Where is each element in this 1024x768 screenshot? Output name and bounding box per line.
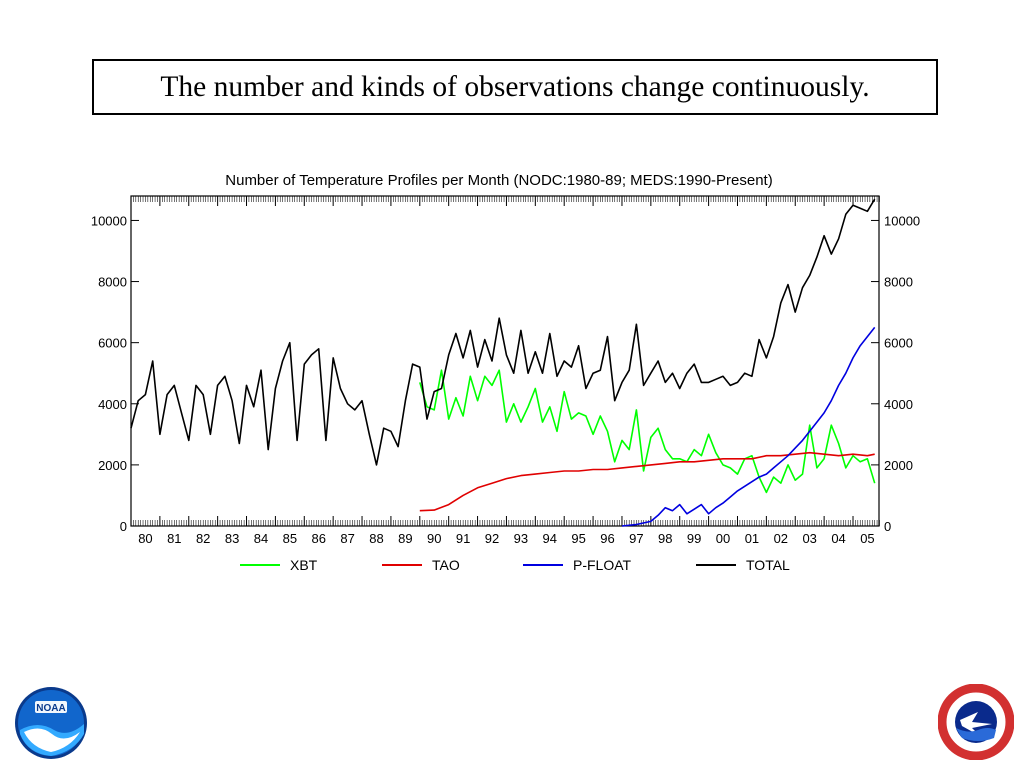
x-tick-label: 83 — [225, 531, 239, 546]
x-major-ticks — [130, 196, 854, 526]
noaa-logo: noaa-logo NOAA — [15, 687, 87, 759]
y-tick-label-left: 10000 — [91, 213, 127, 228]
series-line-p-float — [621, 326, 876, 527]
series-line-total — [130, 198, 876, 466]
x-tick-label: 90 — [427, 531, 441, 546]
x-tick-label: 89 — [398, 531, 412, 546]
x-tick-label: 97 — [629, 531, 643, 546]
y-tick-label-left: 6000 — [98, 336, 127, 351]
x-tick-label: 96 — [600, 531, 614, 546]
x-tick-label: 94 — [543, 531, 557, 546]
x-tick-label: 86 — [311, 531, 325, 546]
national-weather-service-logo — [938, 684, 1014, 760]
legend-label-p-float: P-FLOAT — [573, 557, 632, 573]
y-tick-label-left: 4000 — [98, 397, 127, 412]
y-tick-label-right: 6000 — [884, 336, 913, 351]
x-tick-label: 91 — [456, 531, 470, 546]
slide-title: The number and kinds of observations cha… — [92, 59, 938, 115]
series-line-tao — [419, 451, 875, 512]
y-tick-label-right: 0 — [884, 519, 891, 534]
x-tick-label: 81 — [167, 531, 181, 546]
legend-label-total: TOTAL — [746, 557, 790, 573]
plot-area — [130, 195, 880, 527]
x-tick-label: 03 — [802, 531, 816, 546]
legend-label-xbt: XBT — [290, 557, 318, 573]
y-tick-label-right: 2000 — [884, 458, 913, 473]
x-tick-label: 99 — [687, 531, 701, 546]
x-tick-label: 05 — [860, 531, 874, 546]
x-tick-label: 98 — [658, 531, 672, 546]
x-tick-label: 01 — [745, 531, 759, 546]
x-tick-label: 92 — [485, 531, 499, 546]
svg-text:NOAA: NOAA — [36, 703, 65, 714]
y-tick-label-left: 2000 — [98, 458, 127, 473]
y-tick-label-right: 4000 — [884, 397, 913, 412]
x-tick-label: 80 — [138, 531, 152, 546]
y-tick-label-left: 8000 — [98, 275, 127, 290]
x-tick-label: 04 — [831, 531, 845, 546]
chart-title: Number of Temperature Profiles per Month… — [225, 172, 772, 189]
x-tick-label: 87 — [340, 531, 354, 546]
y-tick-label-left: 0 — [120, 519, 127, 534]
x-tick-label: 02 — [774, 531, 788, 546]
x-tick-label: 95 — [571, 531, 585, 546]
x-tick-label: 00 — [716, 531, 730, 546]
y-tick-label-right: 10000 — [884, 213, 920, 228]
x-tick-label: 85 — [283, 531, 297, 546]
x-tick-label: 84 — [254, 531, 268, 546]
series-line-xbt — [419, 369, 876, 494]
legend-label-tao: TAO — [432, 557, 460, 573]
y-tick-label-right: 8000 — [884, 275, 913, 290]
x-tick-label: 93 — [514, 531, 528, 546]
x-tick-label: 88 — [369, 531, 383, 546]
x-tick-label: 82 — [196, 531, 210, 546]
